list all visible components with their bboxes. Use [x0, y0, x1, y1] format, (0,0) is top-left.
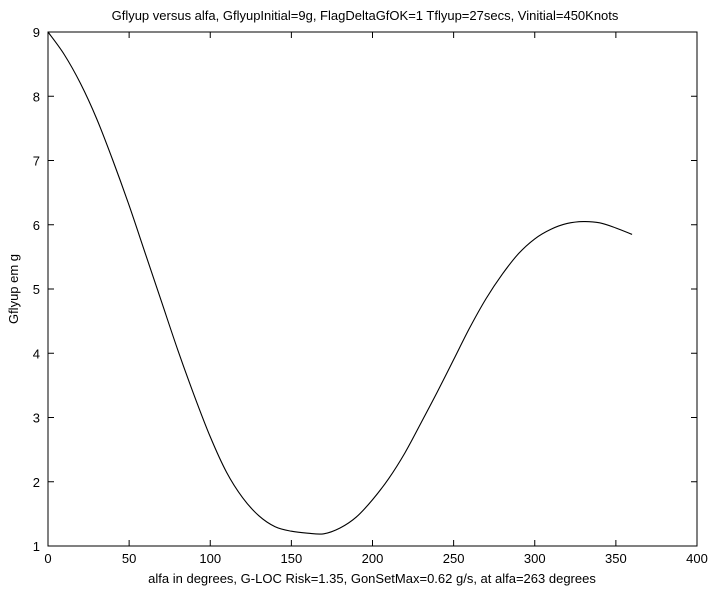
x-tick-label: 200 — [362, 551, 384, 566]
x-axis-label: alfa in degrees, G-LOC Risk=1.35, GonSet… — [148, 571, 596, 586]
x-tick-label: 150 — [281, 551, 303, 566]
y-axis: 1 2 3 4 5 6 7 8 9 — [33, 25, 697, 554]
y-tick-label: 7 — [33, 154, 40, 169]
x-tick-label: 0 — [44, 551, 51, 566]
x-tick-label: 300 — [524, 551, 546, 566]
y-tick-label: 8 — [33, 89, 40, 104]
x-tick-label: 400 — [686, 551, 708, 566]
y-tick-label: 9 — [33, 25, 40, 40]
y-tick-label: 2 — [33, 475, 40, 490]
x-tick-label: 100 — [199, 551, 221, 566]
x-axis: 0 50 100 150 200 250 300 350 400 — [44, 32, 708, 566]
y-tick-label: 3 — [33, 411, 40, 426]
y-tick-label: 5 — [33, 282, 40, 297]
x-tick-label: 50 — [122, 551, 136, 566]
x-tick-label: 250 — [443, 551, 465, 566]
y-axis-label: Gflyup em g — [6, 254, 21, 324]
y-tick-label: 1 — [33, 539, 40, 554]
plot-area — [47, 31, 698, 547]
series-line — [47, 31, 633, 535]
chart-title: Gflyup versus alfa, GflyupInitial=9g, Fl… — [112, 8, 619, 23]
y-tick-label: 4 — [33, 346, 40, 361]
y-tick-label: 6 — [33, 218, 40, 233]
x-tick-label: 350 — [605, 551, 627, 566]
